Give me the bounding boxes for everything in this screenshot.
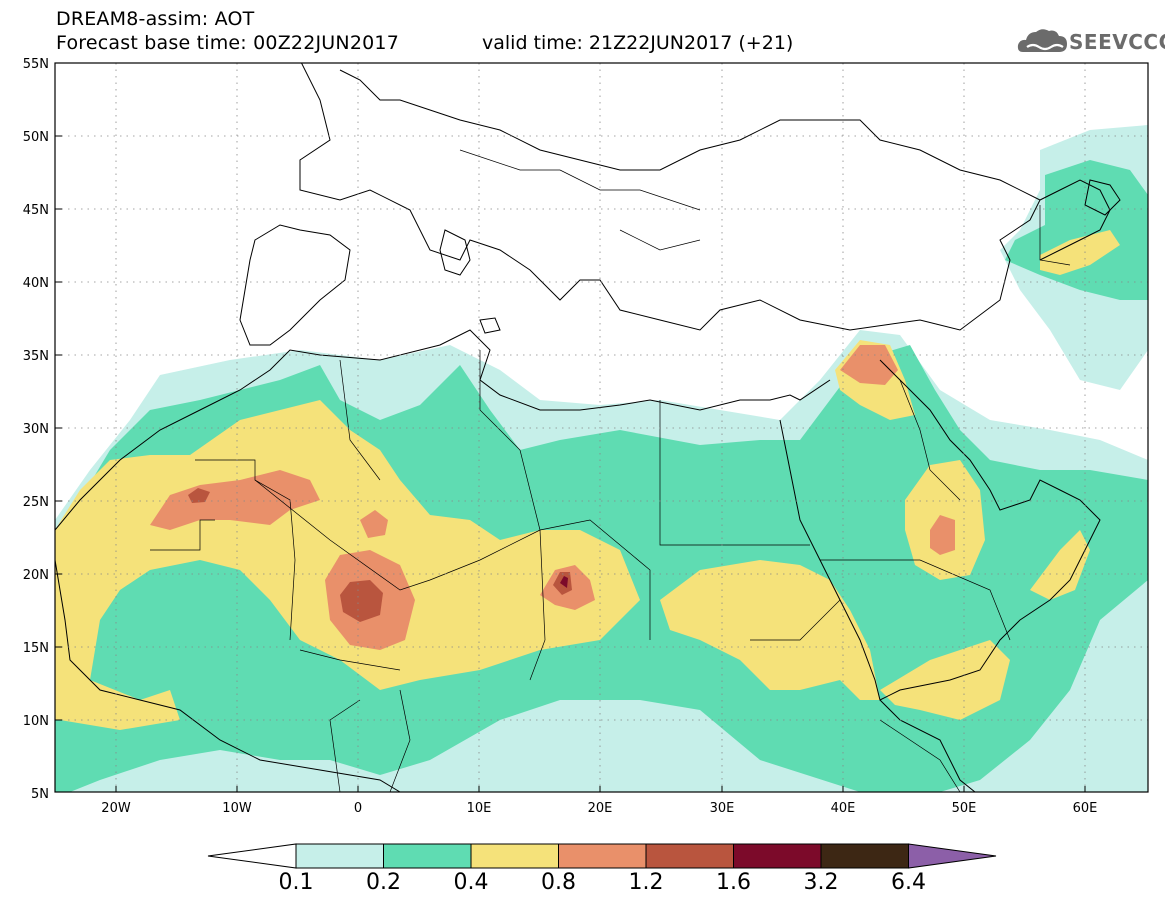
colorbar-swatch-0.4 bbox=[470, 843, 559, 869]
graticule bbox=[55, 63, 1148, 792]
colorbar bbox=[207, 843, 997, 869]
aot-0.4-region-turkmen bbox=[1040, 230, 1120, 275]
lon-label: 20E bbox=[588, 801, 613, 816]
aot-1.2-region-west bbox=[188, 488, 210, 503]
lat-label: 35N bbox=[23, 349, 49, 364]
colorbar-label: 1.2 bbox=[628, 870, 664, 895]
colorbar-label: 0.2 bbox=[366, 870, 401, 895]
valid-time: valid time: 21Z22JUN2017 (+21) bbox=[482, 32, 794, 54]
colorbar-label: 3.2 bbox=[803, 870, 839, 895]
cloud-icon bbox=[1017, 29, 1067, 52]
aot-0.8-region-west bbox=[150, 470, 320, 530]
lat-label: 40N bbox=[23, 276, 49, 291]
lat-label: 30N bbox=[23, 422, 49, 437]
lon-label: 20W bbox=[101, 801, 131, 816]
lon-label: 40E bbox=[831, 801, 856, 816]
lon-label: 0 bbox=[354, 801, 362, 816]
lat-label: 25N bbox=[23, 495, 49, 510]
lon-label: 10E bbox=[467, 801, 492, 816]
colorbar-label: 1.6 bbox=[716, 870, 751, 895]
aot-0.4-region-oman bbox=[1030, 530, 1090, 600]
country-borders bbox=[150, 149, 1071, 792]
lat-label: 15N bbox=[23, 641, 49, 656]
aot-1.6-region-chad bbox=[560, 576, 568, 588]
map-title: DREAM8-assim: AOT bbox=[56, 8, 255, 30]
colorbar-under-arrow bbox=[207, 843, 297, 869]
latitude-labels: 55N 50N 45N 40N 35N 30N 25N 20N 15N 10N … bbox=[23, 57, 49, 802]
colorbar-swatch-0.8 bbox=[558, 843, 647, 869]
colorbar-label: 0.1 bbox=[278, 870, 314, 895]
ticks bbox=[55, 62, 1086, 792]
logo-text: SEEVCCC bbox=[1069, 30, 1165, 54]
colorbar-label: 6.4 bbox=[891, 870, 926, 895]
aot-0.4-region-east bbox=[660, 560, 880, 700]
aot-field bbox=[55, 125, 1148, 792]
lat-label: 20N bbox=[23, 568, 49, 583]
aot-0.8-region-algeria bbox=[360, 510, 388, 538]
lon-label: 60E bbox=[1073, 801, 1098, 816]
lon-label: 10W bbox=[222, 801, 252, 816]
colorbar-swatch-3.2 bbox=[820, 843, 909, 869]
forecast-base-time: Forecast base time: 00Z22JUN2017 bbox=[56, 32, 399, 54]
longitude-labels: 20W 10W 0 10E 20E 30E 40E 50E 60E bbox=[101, 801, 1097, 816]
seevccc-logo: SEEVCCC bbox=[1017, 24, 1165, 58]
aot-0.8-region-arabia bbox=[930, 515, 955, 555]
colorbar-swatch-0.2 bbox=[383, 843, 472, 869]
aot-1.2-region-mali bbox=[340, 580, 383, 622]
colorbar-swatch-0.1 bbox=[295, 843, 384, 869]
colorbar-swatch-1.6 bbox=[733, 843, 822, 869]
colorbar-swatch-1.2 bbox=[645, 843, 734, 869]
lon-label: 30E bbox=[710, 801, 735, 816]
aot-0.4-region-horn bbox=[880, 640, 1010, 720]
lat-label: 50N bbox=[23, 130, 49, 145]
colorbar-label: 0.4 bbox=[453, 870, 489, 895]
lat-label: 5N bbox=[31, 787, 49, 802]
lat-label: 10N bbox=[23, 714, 49, 729]
lon-label: 50E bbox=[952, 801, 977, 816]
colorbar-label: 0.8 bbox=[541, 870, 576, 895]
lat-label: 55N bbox=[23, 57, 49, 72]
lat-label: 45N bbox=[23, 203, 49, 218]
colorbar-over-arrow bbox=[908, 843, 997, 869]
